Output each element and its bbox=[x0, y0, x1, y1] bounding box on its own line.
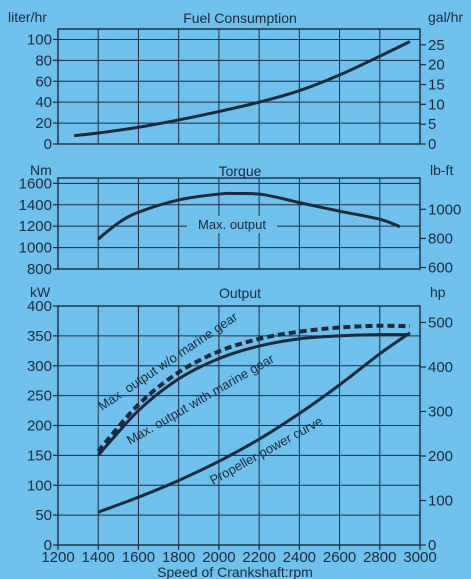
left-tick-label: 1200 bbox=[19, 218, 52, 235]
x-tick-label: 1200 bbox=[41, 549, 74, 566]
left-tick-label: 350 bbox=[27, 328, 52, 345]
x-tick-label: 2800 bbox=[363, 549, 396, 566]
right-tick-label: 100 bbox=[428, 492, 453, 509]
left-tick-label: 1400 bbox=[19, 197, 52, 214]
x-tick-label: 3000 bbox=[403, 549, 436, 566]
x-axis-label: Speed of Crankshaft:rpm bbox=[157, 564, 313, 579]
left-tick-label: 250 bbox=[27, 388, 52, 405]
right-tick-label: 1000 bbox=[428, 201, 461, 218]
chart-title: Output bbox=[219, 285, 261, 301]
x-tick-label: 1400 bbox=[82, 549, 115, 566]
right-tick-label: 600 bbox=[428, 260, 453, 277]
series-line bbox=[96, 323, 410, 453]
x-tick-label: 1800 bbox=[162, 549, 195, 566]
right-unit-label: gal/hr bbox=[428, 9, 463, 25]
right-tick-label: 0 bbox=[428, 537, 436, 554]
right-tick-label: 10 bbox=[428, 96, 445, 113]
left-tick-label: 400 bbox=[27, 298, 52, 315]
series-line bbox=[97, 333, 410, 457]
left-unit-label: liter/hr bbox=[8, 9, 47, 25]
plot-frame bbox=[57, 28, 421, 145]
chart-panel: 1600 1400 1200 1000 800 1000 800 600 Nm lb-ft Torq… bbox=[19, 162, 462, 278]
left-tick-label: 50 bbox=[35, 507, 52, 524]
left-tick-label: 200 bbox=[27, 418, 52, 435]
left-tick-label: 40 bbox=[35, 94, 52, 111]
x-tick-label: 2200 bbox=[242, 549, 275, 566]
series-line bbox=[97, 331, 411, 514]
x-tick-label: 2400 bbox=[283, 549, 316, 566]
series-line bbox=[73, 40, 411, 138]
left-tick-label: 80 bbox=[35, 52, 52, 69]
left-tick-label: 0 bbox=[44, 136, 52, 153]
left-unit-label: kW bbox=[30, 284, 51, 300]
right-tick-label: 200 bbox=[428, 448, 453, 465]
right-tick-label: 0 bbox=[428, 136, 436, 153]
right-unit-label: hp bbox=[430, 284, 446, 300]
right-tick-label: 20 bbox=[428, 57, 445, 74]
series-line bbox=[97, 191, 401, 241]
right-unit-label: lb-ft bbox=[430, 162, 453, 178]
left-unit-label: Nm bbox=[30, 162, 52, 178]
x-tick-label: 1600 bbox=[122, 549, 155, 566]
right-tick-label: 400 bbox=[428, 359, 453, 376]
left-tick-label: 800 bbox=[27, 261, 52, 278]
annotation-backdrop bbox=[187, 216, 277, 233]
right-tick-label: 5 bbox=[428, 116, 436, 133]
left-tick-label: 60 bbox=[35, 73, 52, 90]
chart-title: Torque bbox=[219, 163, 262, 179]
left-tick-label: 300 bbox=[27, 358, 52, 375]
left-tick-label: 100 bbox=[27, 31, 52, 48]
chart-panel: 100 80 60 40 20 0 25 20 15 10 5 0 liter/hr gal/hr Fuel… bbox=[8, 9, 463, 153]
left-tick-label: 1000 bbox=[19, 240, 52, 257]
left-tick-label: 0 bbox=[44, 537, 52, 554]
x-tick-label: 2000 bbox=[202, 549, 235, 566]
x-tick-label: 2600 bbox=[323, 549, 356, 566]
right-tick-label: 25 bbox=[428, 37, 445, 54]
left-tick-label: 100 bbox=[27, 477, 52, 494]
right-tick-label: 800 bbox=[428, 230, 453, 247]
right-tick-label: 15 bbox=[428, 77, 445, 94]
chart-title: Fuel Consumption bbox=[183, 10, 297, 26]
plot-frame bbox=[57, 177, 421, 270]
left-tick-label: 1600 bbox=[19, 175, 52, 192]
right-tick-label: 500 bbox=[428, 314, 453, 331]
left-tick-label: 20 bbox=[35, 115, 52, 132]
curve-annotation: Max. output bbox=[198, 217, 266, 232]
left-tick-label: 150 bbox=[27, 447, 52, 464]
right-tick-label: 300 bbox=[428, 403, 453, 420]
